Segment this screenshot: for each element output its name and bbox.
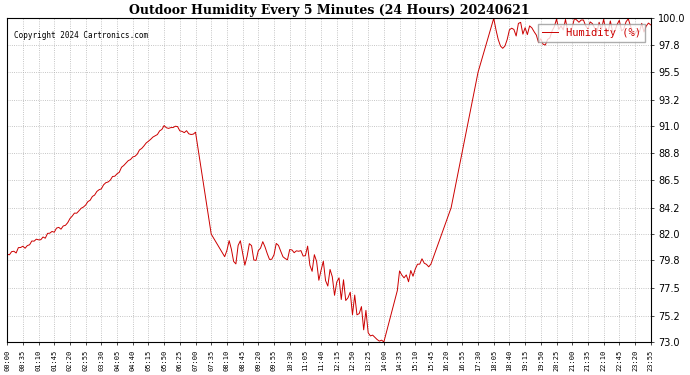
Title: Outdoor Humidity Every 5 Minutes (24 Hours) 20240621: Outdoor Humidity Every 5 Minutes (24 Hou… xyxy=(128,4,529,17)
Legend: Humidity (%): Humidity (%) xyxy=(538,24,645,42)
Text: Copyright 2024 Cartronics.com: Copyright 2024 Cartronics.com xyxy=(14,31,148,40)
